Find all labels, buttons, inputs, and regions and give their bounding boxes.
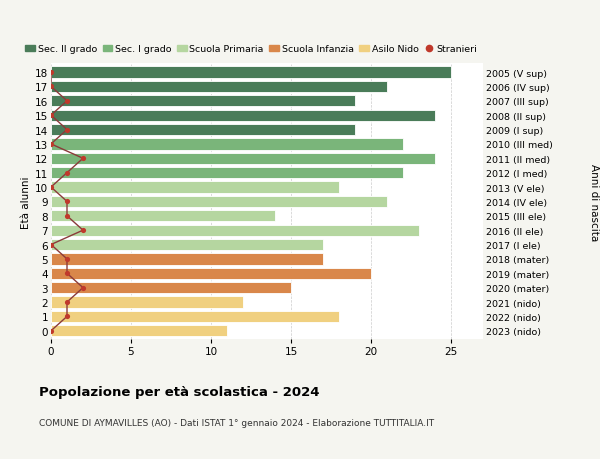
Point (62, 313, 72, 320)
Text: COMUNE DI AYMAVILLES (AO) - Dati ISTAT 1° gennaio 2024 - Elaborazione TUTTITALIA: COMUNE DI AYMAVILLES (AO) - Dati ISTAT 1… (39, 418, 434, 427)
Point (62, 270, 72, 277)
Point (62, 98, 72, 105)
Bar (51, 139, 403, 150)
Bar (51, 196, 387, 207)
Bar (51, 282, 291, 294)
Point (62, 198, 72, 206)
Y-axis label: Età alunni: Età alunni (21, 176, 31, 228)
Bar (51, 125, 355, 136)
Bar (51, 240, 323, 251)
Bar (51, 67, 451, 78)
Bar (51, 254, 323, 265)
Bar (51, 268, 371, 279)
Bar (51, 311, 339, 322)
Point (78, 284, 88, 292)
Bar (51, 96, 355, 107)
Legend: Sec. II grado, Sec. I grado, Scuola Primaria, Scuola Infanzia, Asilo Nido, Stran: Sec. II grado, Sec. I grado, Scuola Prim… (25, 45, 477, 54)
Text: Anni di nascita: Anni di nascita (589, 163, 599, 241)
Point (46, 112, 56, 119)
Bar (51, 153, 435, 164)
Bar (51, 182, 339, 193)
Point (46, 241, 56, 249)
Point (62, 169, 72, 177)
Point (46, 141, 56, 148)
Point (46, 327, 56, 335)
Bar (51, 168, 403, 179)
Text: Popolazione per età scolastica - 2024: Popolazione per età scolastica - 2024 (39, 386, 320, 398)
Bar (51, 110, 435, 122)
Point (46, 69, 56, 77)
Bar (51, 225, 419, 236)
Bar (51, 297, 243, 308)
Point (62, 299, 72, 306)
Point (62, 213, 72, 220)
Bar (51, 211, 275, 222)
Point (78, 155, 88, 162)
Bar (51, 82, 387, 93)
Point (78, 227, 88, 234)
Point (62, 256, 72, 263)
Point (62, 127, 72, 134)
Point (46, 84, 56, 91)
Point (46, 184, 56, 191)
Bar (51, 325, 227, 336)
